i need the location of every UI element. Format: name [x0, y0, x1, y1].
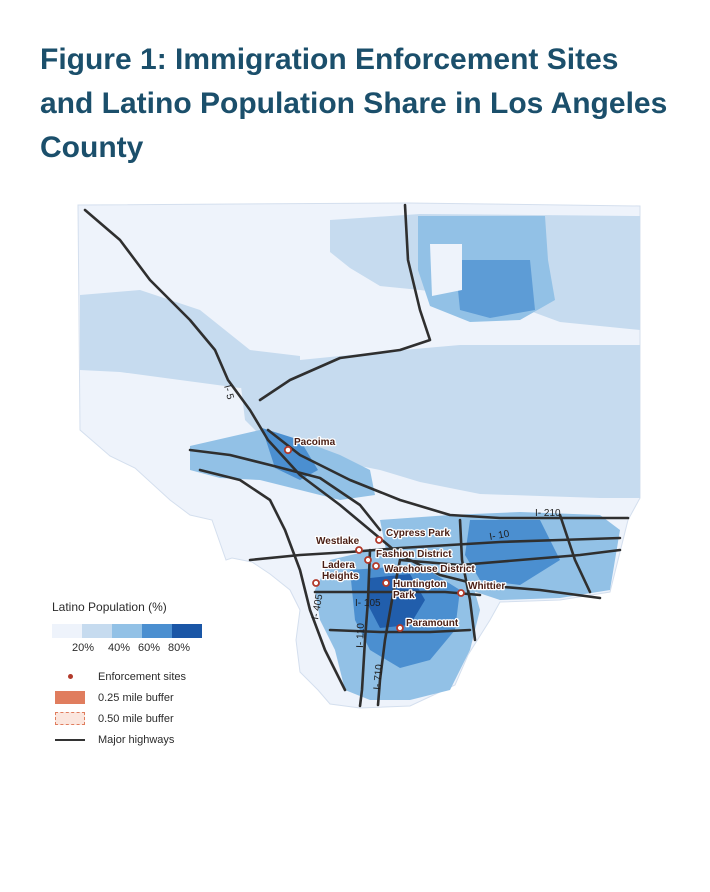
highway-labels: I- 5 I- 210 I- 10 I- 405 I- 105 I- 110 I…	[221, 384, 561, 690]
site-label-ladera-heights: Ladera Heights	[322, 560, 359, 582]
region-east-la-core	[465, 520, 560, 585]
site-labels: Pacoima Cypress Park Westlake Fashion Di…	[293, 436, 507, 631]
highway-label-i-10: I- 10	[489, 529, 511, 543]
ramp-swatch-5	[172, 624, 202, 638]
legend-item-enforcement-sites: Enforcement sites	[52, 666, 272, 687]
site-label-fashion-district: Fashion District	[376, 549, 452, 560]
legend-label: 0.50 mile buffer	[98, 712, 174, 725]
legend-item-buffer-050: 0.50 mile buffer	[52, 708, 272, 729]
ramp-swatch-4	[142, 624, 172, 638]
legend-label: 0.25 mile buffer	[98, 691, 174, 704]
highway-i-15-links	[558, 513, 592, 594]
highway-i-5	[83, 208, 602, 600]
site-label-pacoima: Pacoima	[294, 437, 336, 448]
highway-i-105	[313, 590, 482, 597]
highway-sr-91	[328, 628, 472, 634]
site-label-warehouse-district: Warehouse District	[384, 564, 475, 575]
highway-i-10	[248, 536, 622, 562]
site-marker-warehouse-district	[372, 562, 380, 570]
highway-label-i-710: I- 710	[372, 663, 385, 690]
site-label-whittier: Whittier	[468, 581, 505, 592]
region-huntington-park-core	[368, 574, 425, 628]
site-label-huntington-park: Huntington Park	[393, 579, 446, 601]
highway-i-710	[376, 558, 402, 707]
legend-label: Enforcement sites	[98, 670, 187, 683]
site-label-huntington-park-line-2: Park	[393, 590, 415, 601]
site-marker-ladera-heights	[312, 579, 320, 587]
site-marker-westlake	[355, 546, 363, 554]
site-marker-huntington-park	[382, 579, 390, 587]
buffer-050-swatch-icon	[55, 712, 85, 725]
site-label-ladera-heights-line-1: Ladera	[322, 560, 355, 571]
legend-color-ramp	[52, 624, 272, 638]
ramp-swatch-3	[112, 624, 142, 638]
ramp-label-20: 20%	[72, 642, 95, 654]
legend-item-buffer-025: 0.25 mile buffer	[52, 687, 272, 708]
ramp-swatch-1	[52, 624, 82, 638]
highway-sr-14	[258, 203, 432, 402]
ramp-label-60: 60%	[138, 642, 161, 654]
highway-label-i-5: I- 5	[221, 384, 235, 401]
ramp-swatch-2	[82, 624, 112, 638]
site-marker-paramount	[396, 624, 404, 632]
highways	[83, 203, 630, 708]
highway-line-icon	[55, 738, 85, 741]
region-gap	[430, 244, 462, 296]
site-label-paramount: Paramount	[406, 618, 459, 629]
highway-label-i-210: I- 210	[535, 508, 561, 519]
region-santa-clarita	[80, 290, 300, 388]
enforcement-site-dot-icon	[67, 674, 73, 679]
buffer-025-swatch-icon	[55, 691, 85, 704]
legend-label: Major highways	[98, 733, 175, 746]
site-label-huntington-park-line-1: Huntington	[393, 579, 446, 590]
site-label-westlake: Westlake	[316, 536, 360, 547]
legend-title: Latino Population (%)	[52, 600, 167, 614]
highway-label-i-110: I- 110	[355, 622, 367, 648]
region-palmdale-core	[455, 260, 535, 318]
highway-i-210	[266, 428, 630, 520]
site-marker-fashion-district	[364, 556, 372, 564]
site-marker-pacoima	[283, 445, 293, 455]
highway-label-i-105: I- 105	[355, 598, 381, 609]
highway-i-605	[458, 518, 477, 642]
highway-label-i-405: I- 405	[310, 593, 325, 621]
highway-us-101	[188, 448, 382, 532]
highway-i-405	[198, 468, 347, 692]
enforcement-sites	[283, 445, 465, 632]
site-label-ladera-heights-line-2: Heights	[322, 571, 359, 582]
highway-i-110	[358, 548, 372, 708]
legend-item-highways: Major highways	[52, 729, 272, 750]
legend-ramp-labels: 20% 40% 60% 80%	[52, 642, 272, 658]
ramp-label-40: 40%	[108, 642, 131, 654]
site-marker-cypress-park	[375, 536, 383, 544]
map-legend: Latino Population (%) 20% 40% 60% 80% En…	[52, 600, 272, 750]
figure-title: Figure 1: Immigration Enforcement Sites …	[40, 43, 668, 164]
site-marker-whittier	[457, 589, 465, 597]
site-label-cypress-park: Cypress Park	[386, 528, 450, 539]
highway-sr-60	[398, 548, 622, 567]
ramp-label-80: 80%	[168, 642, 191, 654]
